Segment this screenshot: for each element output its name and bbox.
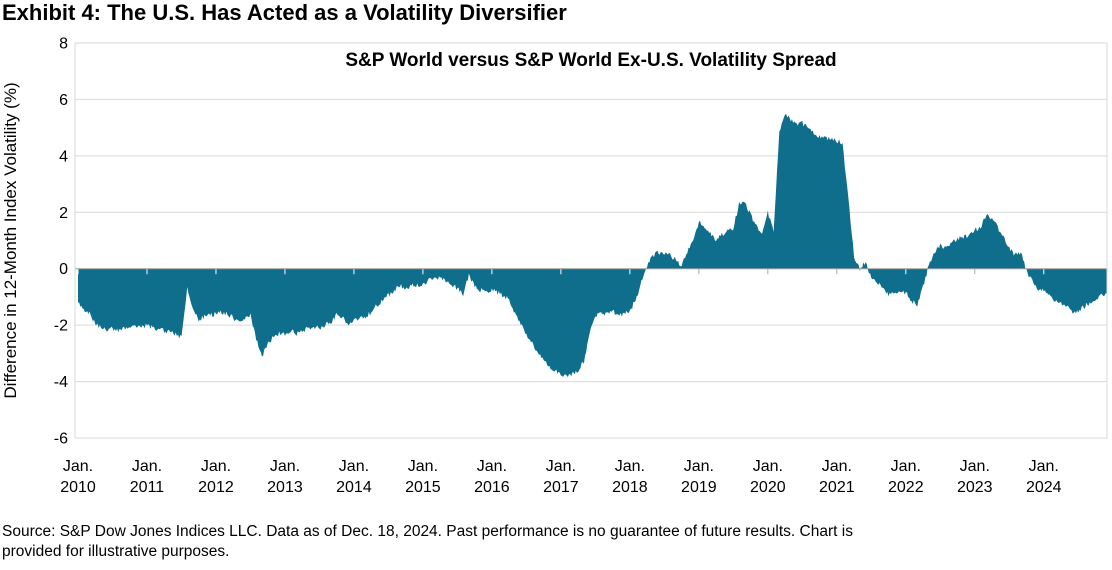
x-tick-label-year: 2023: [957, 479, 993, 496]
source-note: Source: S&P Dow Jones Indices LLC. Data …: [2, 522, 1107, 562]
y-tick-label: 2: [59, 205, 68, 222]
plot-border: [74, 42, 1108, 439]
x-tick-label-year: 2011: [130, 479, 165, 496]
x-tick-label-month: Jan.: [684, 458, 714, 475]
x-tick-label-year: 2013: [267, 479, 303, 496]
x-tick-label-year: 2016: [474, 479, 510, 496]
y-tick-label: 0: [59, 261, 68, 278]
y-tick-label: 6: [59, 92, 68, 109]
x-tick-label-year: 2024: [1026, 479, 1062, 496]
x-tick-label-month: Jan.: [822, 458, 852, 475]
x-tick-label-year: 2010: [60, 479, 96, 496]
source-note-line1: Source: S&P Dow Jones Indices LLC. Data …: [2, 523, 853, 540]
x-tick-label-month: Jan.: [546, 458, 576, 475]
volatility-spread-chart: S&P World versus S&P World Ex-U.S. Volat…: [1, 36, 1108, 496]
x-tick-label-month: Jan.: [891, 458, 921, 475]
x-tick-label-month: Jan.: [477, 458, 507, 475]
x-tick-label-month: Jan.: [63, 458, 93, 475]
x-tick-label-year: 2015: [405, 479, 441, 496]
x-tick-label-year: 2019: [681, 479, 717, 496]
x-tick-label-year: 2021: [819, 479, 855, 496]
x-tick-label-month: Jan.: [615, 458, 645, 475]
exhibit-title: Exhibit 4: The U.S. Has Acted as a Volat…: [2, 0, 567, 25]
x-tick-label-year: 2018: [612, 479, 648, 496]
x-tick-label-month: Jan.: [960, 458, 990, 475]
source-note-line2: provided for illustrative purposes.: [2, 543, 230, 560]
x-tick-label-month: Jan.: [270, 458, 300, 475]
chart-title: S&P World versus S&P World Ex-U.S. Volat…: [345, 50, 836, 71]
y-tick-label: -2: [54, 318, 68, 335]
x-tick-label-month: Jan.: [753, 458, 783, 475]
area-series: [78, 114, 1107, 377]
y-axis-title: Difference in 12-Month Index Volatility …: [1, 82, 20, 398]
x-tick-label-year: 2020: [750, 479, 786, 496]
x-tick-label-year: 2017: [543, 479, 579, 496]
x-tick-label-year: 2012: [198, 479, 234, 496]
y-tick-label: 8: [59, 36, 68, 53]
x-tick-label-month: Jan.: [201, 458, 231, 475]
x-tick-label-year: 2014: [336, 479, 372, 496]
x-tick-label-month: Jan.: [132, 458, 162, 475]
y-tick-label: 4: [59, 148, 68, 165]
x-tick-label-month: Jan.: [1029, 458, 1059, 475]
x-tick-label-month: Jan.: [408, 458, 438, 475]
y-tick-label: -4: [54, 374, 68, 391]
x-tick-label-month: Jan.: [339, 458, 369, 475]
x-tick-label-year: 2022: [888, 479, 924, 496]
y-tick-label: -6: [54, 431, 68, 448]
